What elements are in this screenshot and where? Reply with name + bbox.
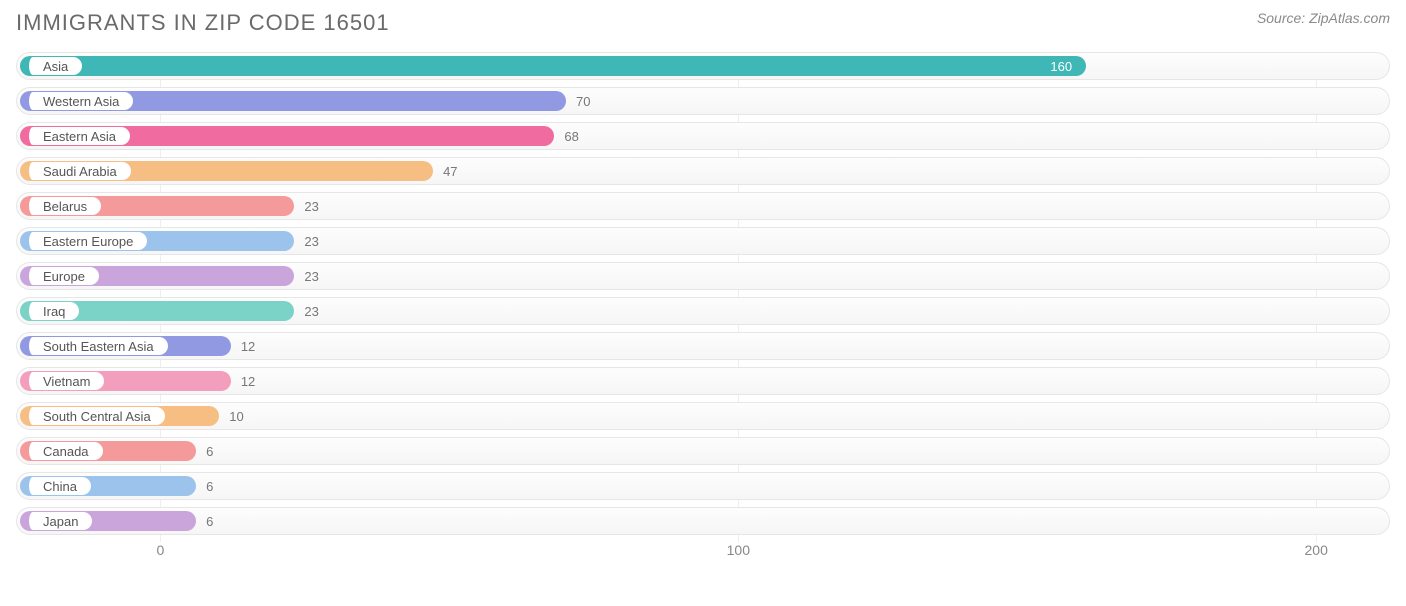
bar-row: Japan 6 (16, 507, 1390, 535)
chart-title: IMMIGRANTS IN ZIP CODE 16501 (16, 10, 390, 36)
bar-value: 6 (206, 438, 213, 464)
bar-row: Belarus 23 (16, 192, 1390, 220)
bar-row: Asia160 (16, 52, 1390, 80)
chart-source: Source: ZipAtlas.com (1257, 10, 1390, 26)
bar-row: Iraq 23 (16, 297, 1390, 325)
bar-row: Eastern Europe 23 (16, 227, 1390, 255)
x-axis-tick: 100 (727, 542, 750, 558)
bar-value: 12 (241, 368, 255, 394)
bar-label-pill: Europe (24, 267, 99, 285)
bar-label-pill: South Central Asia (24, 407, 165, 425)
bar-value: 160 (17, 53, 1086, 79)
bar-value: 6 (206, 473, 213, 499)
x-axis-tick: 200 (1305, 542, 1328, 558)
bar-label-pill: Japan (24, 512, 92, 530)
bar-row: China 6 (16, 472, 1390, 500)
bar-value: 10 (229, 403, 243, 429)
x-axis: 0 100 200 (16, 542, 1390, 566)
bar-label-pill: Western Asia (24, 92, 133, 110)
bar-value: 12 (241, 333, 255, 359)
bar-row: Saudi Arabia 47 (16, 157, 1390, 185)
bar-row: Canada 6 (16, 437, 1390, 465)
bar-label-pill: Iraq (24, 302, 79, 320)
bar-value: 23 (304, 193, 318, 219)
bar-label-pill: South Eastern Asia (24, 337, 168, 355)
bar-value: 70 (576, 88, 590, 114)
bar-value: 23 (304, 298, 318, 324)
bar-row: Western Asia 70 (16, 87, 1390, 115)
bar-row: South Central Asia 10 (16, 402, 1390, 430)
bar-label-pill: Canada (24, 442, 103, 460)
bar-value: 6 (206, 508, 213, 534)
bar-chart: Asia160 Western Asia 70 Eastern Asia 68 Saudi… (16, 52, 1390, 566)
bar-row: Vietnam 12 (16, 367, 1390, 395)
bar-row: South Eastern Asia 12 (16, 332, 1390, 360)
bar-label-pill: Saudi Arabia (24, 162, 131, 180)
bar-row: Eastern Asia 68 (16, 122, 1390, 150)
bar-label-pill: Belarus (24, 197, 101, 215)
bar-label-pill: Vietnam (24, 372, 104, 390)
bar-value: 23 (304, 263, 318, 289)
bar-label-pill: Eastern Europe (24, 232, 147, 250)
bar-value: 23 (304, 228, 318, 254)
bar-label-pill: Eastern Asia (24, 127, 130, 145)
x-axis-tick: 0 (157, 542, 165, 558)
bar-value: 47 (443, 158, 457, 184)
bar-label-pill: China (24, 477, 91, 495)
bar-row: Europe 23 (16, 262, 1390, 290)
bar-value: 68 (564, 123, 578, 149)
